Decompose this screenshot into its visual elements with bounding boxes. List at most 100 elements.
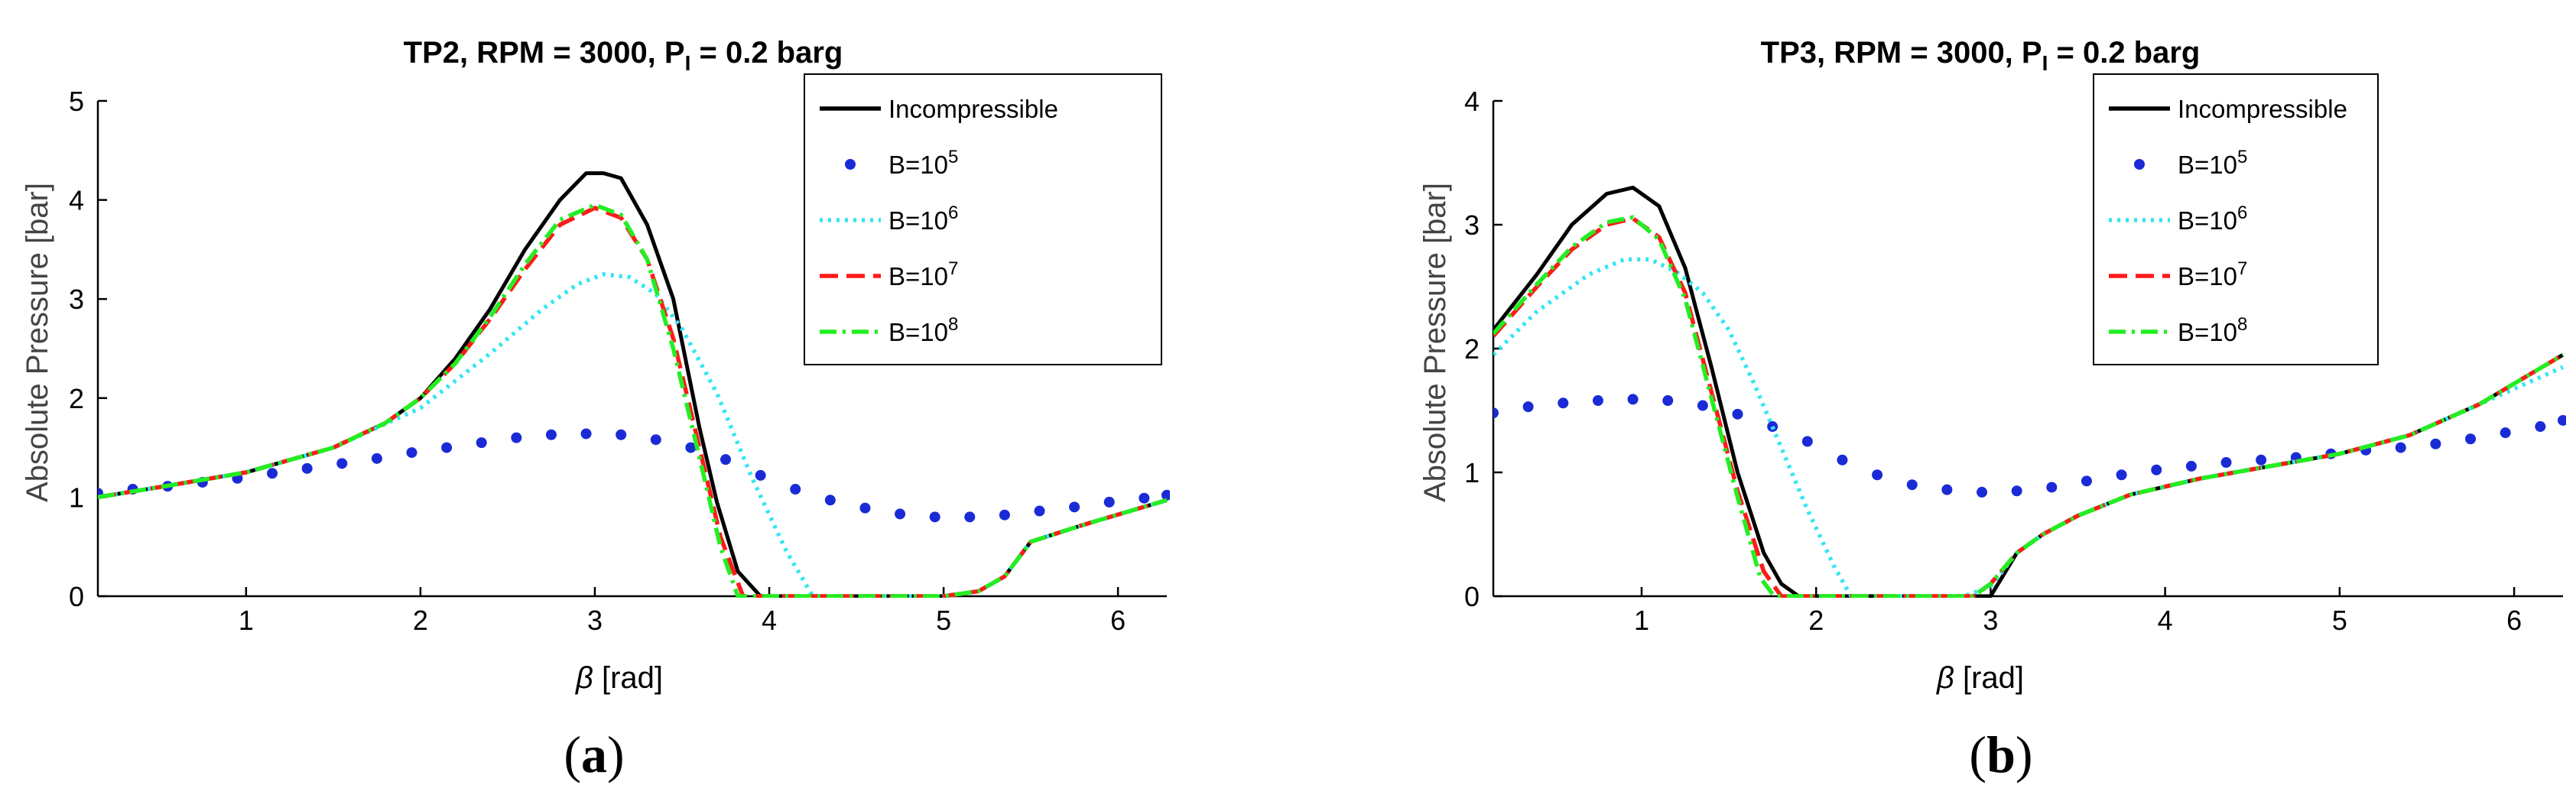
series-b-10-5-point [2116,469,2127,481]
series-b-10-5-point [2256,454,2267,466]
legend: Incompressible B=105 B=106 B=107 B=108 [804,73,1162,365]
x-tick-label: 1 [1634,605,1649,636]
legend-label: B=106 [888,203,958,235]
series-b-10-5-point [616,429,627,440]
x-tick-label: 3 [587,605,603,636]
series-b-10-5-point [964,511,976,523]
legend: Incompressible B=105 B=106 B=107 B=108 [2093,73,2379,365]
chart-title: TP3, RPM = 3000, PI = 0.2 barg [1761,36,2201,75]
x-tick-label: 4 [2158,605,2173,636]
series-b-10-5-point [441,442,453,453]
series-b-10-5-point [755,469,766,481]
plot-area: 1 2 3 4 5 6 0 1 2 3 4 Incompressible B=105 B=106 B=107… [1464,73,2566,636]
series-b-10-5-point [859,502,871,514]
series-b-10-5-point [2558,414,2566,426]
series-b-10-5-point [1069,501,1080,513]
series-b-10-5-point [1906,479,1918,491]
series-b-10-5-point [650,434,661,446]
series-group [98,171,1170,598]
series-b-10-5-point [1697,400,1708,411]
series-b-10-5-point [267,468,278,479]
legend-label: Incompressible [888,95,1058,123]
series-b-10-8-line [1493,215,2565,598]
panel-caption: (a) [564,725,624,783]
series-group [1493,185,2566,598]
y-tick-label: 0 [1464,581,1480,612]
series-b-10-5-point [999,509,1010,521]
legend-label: B=108 [2178,314,2247,346]
y-axis-label: Absolute Pressure [bar] [21,183,54,502]
panel-caption: (b) [1969,725,2032,783]
series-b-10-5-point [790,484,801,495]
series-b-10-5-point [406,447,417,459]
y-tick-label: 1 [69,482,84,513]
series-b-10-5-point [1872,469,1883,481]
series-b-10-5-point [2465,433,2477,445]
legend-label: B=108 [888,314,958,346]
y-tick-label: 0 [69,581,84,612]
series-b-10-5-point [2011,485,2022,497]
series-b-10-5-point [2395,442,2406,453]
series-b-10-5-point [511,432,522,443]
y-tick-label: 4 [69,185,84,216]
series-b-10-5-point [371,453,382,464]
series-b-10-5-point [1139,492,1150,504]
plot-area: 1 2 3 4 5 6 0 1 2 3 4 5 Incompressible B=105 B=106 B=10… [69,73,1170,636]
legend-label: B=107 [888,258,958,290]
x-tick-label: 5 [936,605,951,636]
series-b-10-5-point [895,508,906,520]
series-b-10-5-point [2535,421,2546,433]
series-b-10-7-line [98,206,1168,598]
series-b-10-5-point [1732,408,1743,420]
x-tick-label: 2 [413,605,428,636]
series-b-10-5-point [1034,505,1045,517]
y-tick-label: 2 [1464,333,1480,365]
legend-label: B=105 [2178,147,2247,179]
y-tick-label: 3 [69,284,84,315]
series-b-10-5-point [1103,496,1115,508]
x-axis-label: β [rad] [575,661,663,695]
series-b-10-5-point [2500,427,2511,439]
y-tick-label: 3 [1464,209,1480,241]
legend-label: B=106 [2178,203,2247,235]
series-b-10-7-line [1493,216,2565,598]
series-b-10-5-point [1493,407,1499,419]
x-tick-label: 5 [2332,605,2347,636]
x-tick-label: 2 [1808,605,1824,636]
x-tick-label: 3 [1983,605,1998,636]
legend-box [2093,73,2379,365]
y-tick-label: 2 [69,383,84,414]
series-b-10-5-point [1801,436,1813,447]
series-b-10-5-point [1977,486,1988,498]
series-b-10-8-line [98,203,1168,598]
series-b-10-5-point [1161,489,1170,501]
series-b-10-5-point [1627,394,1639,405]
series-b-10-5-point [929,511,940,523]
series-b-10-5-point [2430,438,2441,449]
series-b-10-5-point [301,462,313,474]
series-b-10-5-point [2046,482,2058,493]
series-b-10-5-point [1592,395,1603,407]
legend-label: B=105 [888,147,958,179]
series-incompressible-line [1493,185,2565,598]
series-b-10-5-point [685,442,697,453]
series-b-10-5-point [720,454,732,466]
series-b-10-5-point [1662,395,1674,407]
series-b-10-5-point [2151,464,2162,475]
x-tick-label: 1 [239,605,254,636]
x-axis-label: β [rad] [1936,661,2024,695]
series-b-10-5-point [336,458,348,469]
series-b-10-5-point [2185,460,2197,472]
series-b-10-5-point [580,428,592,440]
y-tick-label: 5 [69,86,84,117]
series-b-10-5-point [1837,454,1848,466]
y-axis-label: Absolute Pressure [bar] [1418,183,1452,502]
series-b-10-5-point [1941,484,1953,495]
legend-marker [2134,159,2145,170]
chart-panel-a: TP2, RPM = 3000, PI = 0.2 barg 1 2 3 4 5 6 0 1 2… [21,36,1170,783]
series-b-10-5-point [476,437,487,449]
chart-title: TP2, RPM = 3000, PI = 0.2 barg [404,36,843,75]
series-b-10-5-point [1558,397,1569,409]
series-b-10-5-point [1522,401,1534,413]
